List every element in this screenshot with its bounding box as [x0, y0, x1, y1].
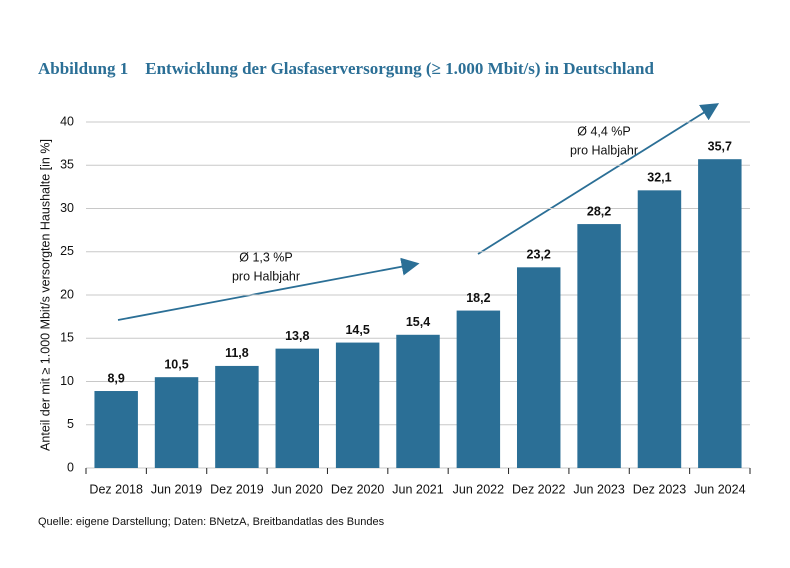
x-tick-label: Jun 2020 — [272, 482, 323, 496]
y-tick-label: 5 — [67, 417, 74, 431]
bar — [94, 391, 138, 468]
bar — [637, 190, 682, 468]
trend-arrow — [117, 257, 420, 321]
y-tick-label: 0 — [67, 460, 74, 474]
x-tick-label: Jun 2019 — [151, 482, 202, 496]
y-tick-label: 35 — [60, 158, 74, 172]
bar — [154, 377, 199, 468]
chart-title: Abbildung 1 Entwicklung der Glasfaserver… — [38, 59, 654, 78]
y-tick-label: 30 — [60, 201, 74, 215]
value-label: 8,9 — [107, 371, 124, 385]
bar — [516, 267, 561, 468]
value-label: 32,1 — [647, 171, 671, 185]
x-tick-label: Jun 2022 — [453, 482, 504, 496]
bar — [335, 342, 380, 468]
y-axis-label: Anteil der mit ≥ 1.000 Mbit/s versorgten… — [38, 139, 52, 451]
y-tick-label: 25 — [60, 244, 74, 258]
x-tick-label: Jun 2021 — [392, 482, 443, 496]
source-note: Quelle: eigene Darstellung; Daten: BNetz… — [38, 516, 385, 528]
annotation: pro Halbjahr — [570, 143, 638, 157]
bar — [215, 365, 259, 468]
x-tick-label: Dez 2020 — [331, 482, 385, 496]
y-tick-label: 20 — [60, 287, 74, 301]
x-tick-label: Dez 2023 — [633, 482, 687, 496]
x-tick-label: Jun 2023 — [573, 482, 624, 496]
x-tick-label: Dez 2018 — [89, 482, 143, 496]
value-label: 10,5 — [164, 357, 188, 371]
bar — [577, 224, 621, 468]
value-label: 23,2 — [527, 248, 551, 262]
bar — [456, 310, 501, 468]
x-tick-label: Dez 2022 — [512, 482, 566, 496]
trend-arrow — [477, 103, 720, 255]
y-tick-label: 40 — [60, 114, 74, 128]
y-tick-label: 10 — [60, 374, 74, 388]
annotation: Ø 4,4 %P — [577, 124, 631, 138]
value-label: 35,7 — [708, 139, 732, 153]
value-label: 28,2 — [587, 204, 611, 218]
value-label: 15,4 — [406, 315, 430, 329]
annotation: pro Halbjahr — [232, 269, 300, 283]
y-tick-label: 15 — [60, 331, 74, 345]
annotation: Ø 1,3 %P — [239, 250, 293, 264]
x-tick-label: Jun 2024 — [694, 482, 745, 496]
value-label: 13,8 — [285, 329, 309, 343]
bar — [275, 348, 320, 468]
bar — [396, 334, 440, 468]
bar — [698, 159, 742, 468]
value-label: 18,2 — [466, 291, 490, 305]
x-tick-label: Dez 2019 — [210, 482, 264, 496]
value-label: 11,8 — [225, 346, 249, 360]
value-label: 14,5 — [345, 323, 369, 337]
